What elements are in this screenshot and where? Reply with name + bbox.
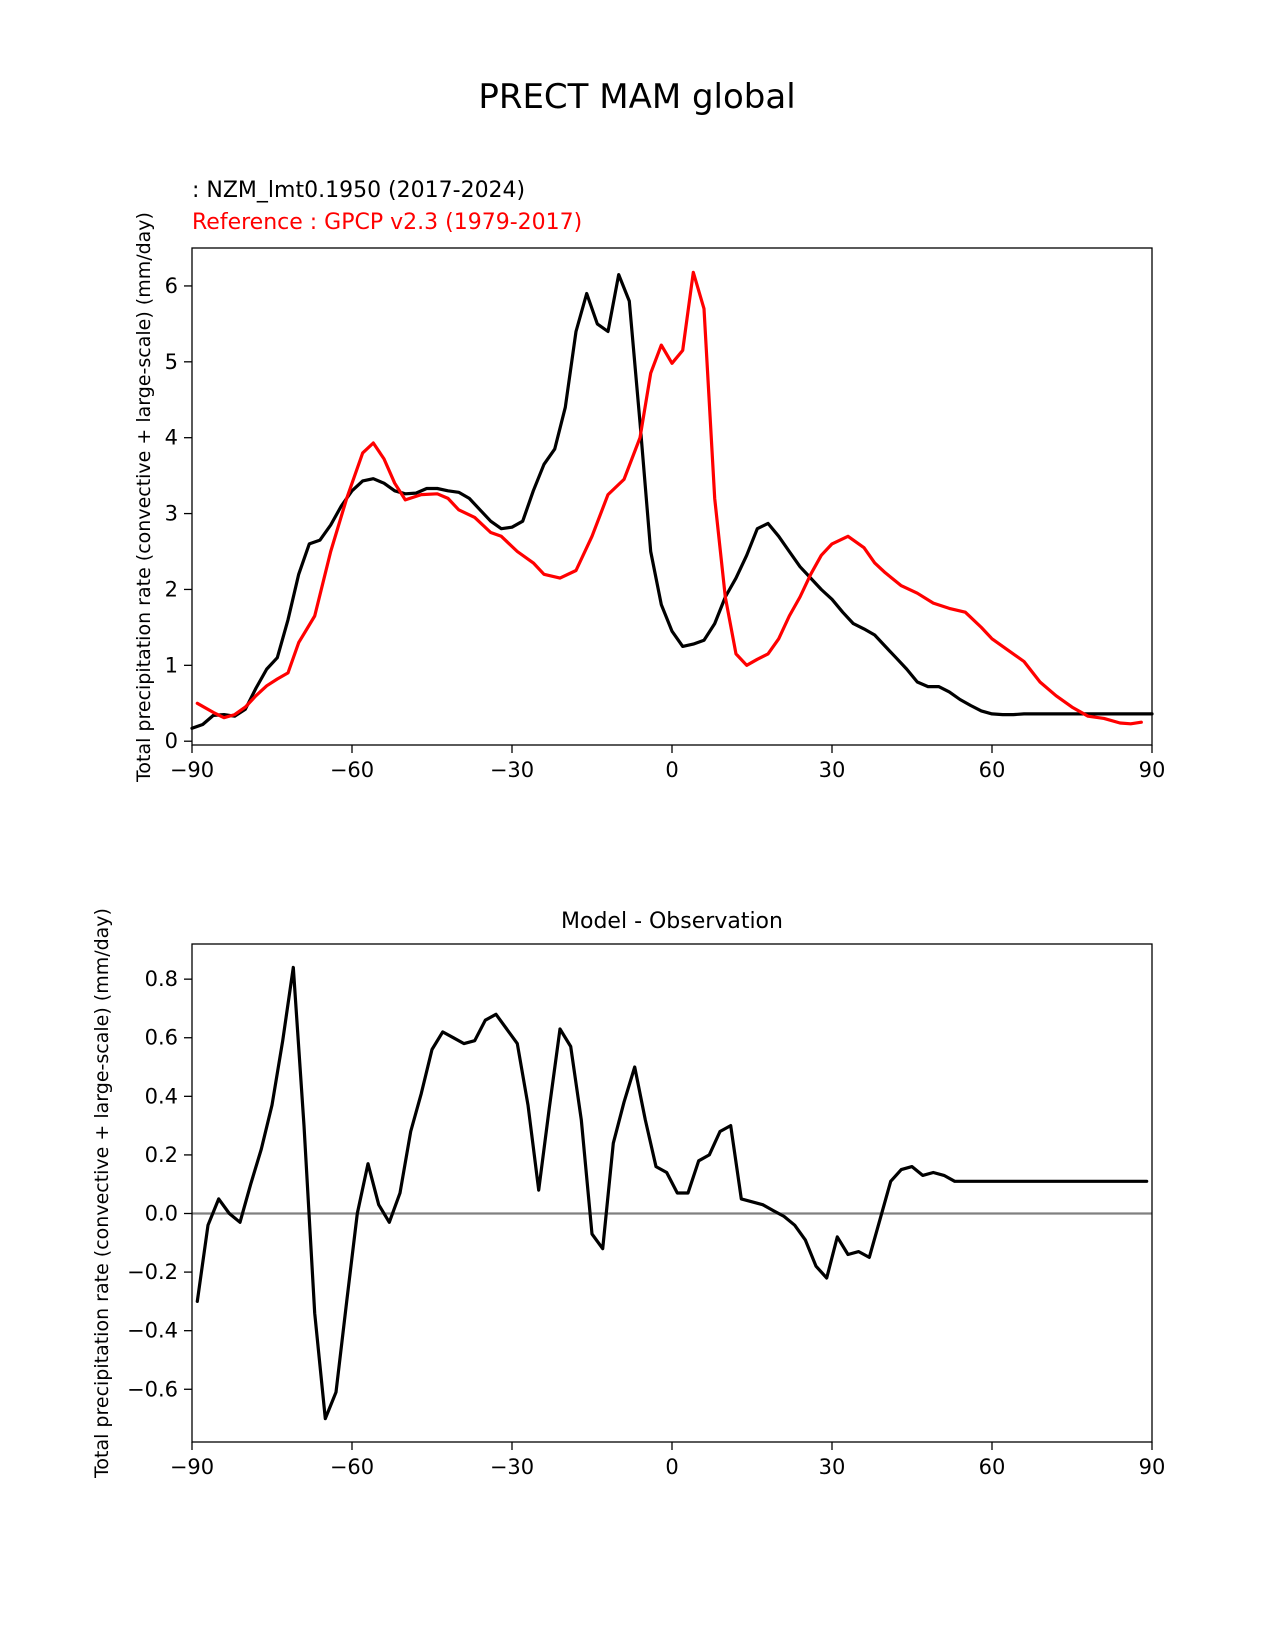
- top-y-tick-label: 4: [165, 426, 178, 450]
- figure-title: PRECT MAM global: [478, 77, 795, 117]
- test-case-label: : NZM_lmt0.1950 (2017-2024): [192, 178, 525, 203]
- bottom-y-tick-label: 0.0: [145, 1202, 178, 1226]
- top-x-tick-label: 60: [979, 758, 1006, 782]
- bottom-y-tick-label: −0.6: [127, 1377, 178, 1401]
- bottom-x-tick-label: 60: [979, 1455, 1006, 1479]
- top-x-tick-label: 0: [665, 758, 678, 782]
- top-y-tick-label: 1: [165, 653, 178, 677]
- bottom-x-tick-label: 0: [665, 1455, 678, 1479]
- bottom-x-axis: −90 −60 −30 0 30 60 90: [170, 1442, 1166, 1479]
- top-y-tick-label: 5: [165, 350, 178, 374]
- top-y-axis-label: Total precipitation rate (convective + l…: [133, 212, 155, 783]
- bottom-y-tick-label: 0.6: [145, 1026, 178, 1050]
- reference-case-label: Reference : GPCP v2.3 (1979-2017): [192, 210, 582, 235]
- bottom-y-axis-label: Total precipitation rate (convective + l…: [91, 908, 113, 1479]
- top-x-tick-label: −60: [330, 758, 374, 782]
- top-panel: : NZM_lmt0.1950 (2017-2024) Reference : …: [133, 178, 1165, 783]
- bottom-x-tick-label: −60: [330, 1455, 374, 1479]
- top-x-tick-label: −30: [490, 758, 534, 782]
- top-series-1-line: [195, 270, 1143, 726]
- bottom-y-tick-label: 0.8: [145, 967, 178, 991]
- bottom-x-tick-label: −30: [490, 1455, 534, 1479]
- top-y-tick-label: 2: [165, 577, 178, 601]
- top-y-tick-label: 6: [165, 274, 178, 298]
- top-plot-area: [190, 270, 1154, 730]
- top-y-tick-label: 3: [165, 502, 178, 526]
- bottom-panel: Model - Observation −90 −60 −30 0 30 60 90 −0.…: [91, 908, 1165, 1479]
- top-x-axis: −90 −60 −30 0 30 60 90: [170, 745, 1166, 782]
- bottom-y-tick-label: 0.2: [145, 1143, 178, 1167]
- top-y-tick-label: 0: [165, 729, 178, 753]
- bottom-plot-area: [192, 965, 1152, 1421]
- top-x-tick-label: 90: [1139, 758, 1166, 782]
- bottom-y-axis: −0.6 −0.4 −0.2 0.0 0.2 0.4 0.6 0.8: [127, 967, 192, 1401]
- bottom-x-tick-label: −90: [170, 1455, 214, 1479]
- top-series-0-line: [190, 273, 1154, 730]
- top-x-tick-label: 30: [819, 758, 846, 782]
- bottom-y-tick-label: −0.4: [127, 1319, 178, 1343]
- bottom-panel-title: Model - Observation: [561, 909, 783, 934]
- bottom-x-tick-label: 90: [1139, 1455, 1166, 1479]
- bottom-x-tick-label: 30: [819, 1455, 846, 1479]
- bottom-axes-frame: [191, 943, 1153, 1443]
- bottom-series-0-line: [195, 965, 1149, 1421]
- top-axes-frame: [191, 247, 1153, 746]
- top-x-tick-label: −90: [170, 758, 214, 782]
- bottom-y-tick-label: 0.4: [145, 1084, 178, 1108]
- bottom-y-tick-label: −0.2: [127, 1260, 178, 1284]
- top-y-axis: 0 1 2 3 4 5 6: [165, 274, 192, 753]
